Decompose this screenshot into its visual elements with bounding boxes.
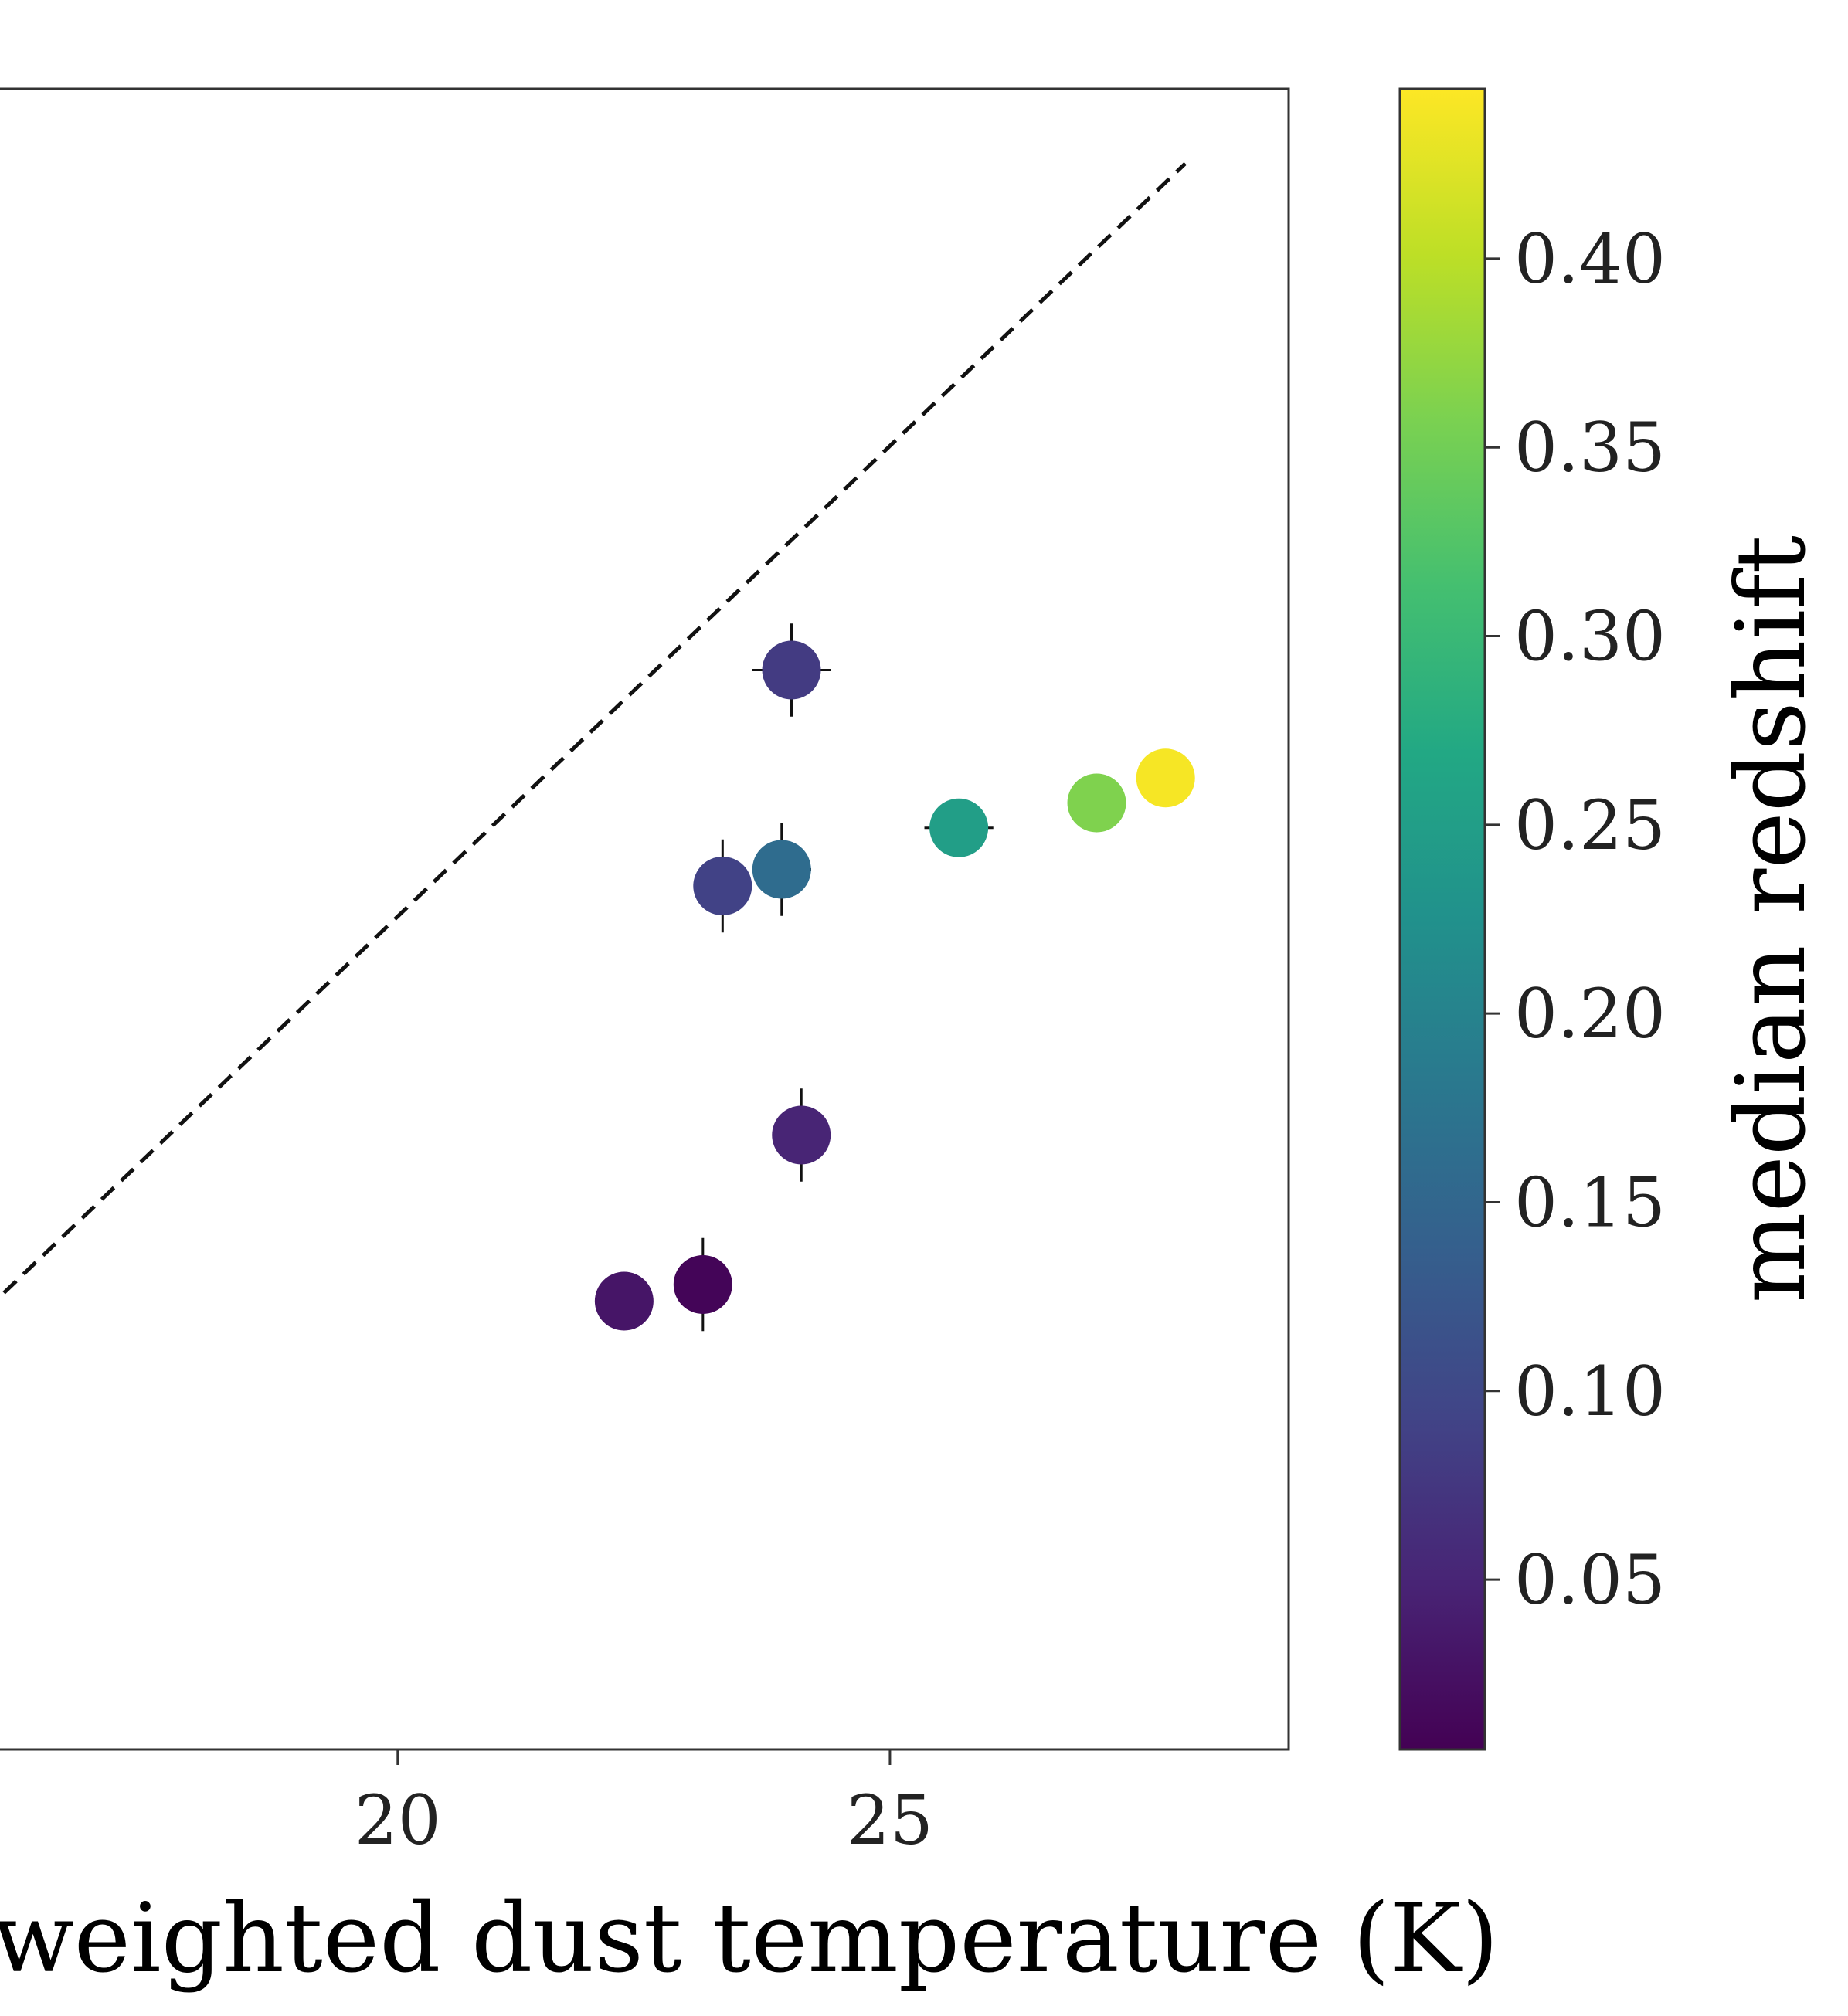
colorbar-tick-label: 0.05 (1514, 1540, 1666, 1620)
data-point (693, 857, 752, 915)
data-point (1067, 773, 1126, 833)
colorbar-tick-label: 0.40 (1514, 219, 1666, 299)
data-point-group (924, 798, 994, 857)
data-point-group (752, 623, 831, 717)
colorbar-tick-label: 0.20 (1514, 974, 1666, 1054)
data-point (772, 1105, 831, 1165)
plot-frame (0, 87, 1290, 1751)
data-point (762, 640, 821, 700)
data-point (1136, 748, 1195, 808)
colorbar-tick-label: 0.10 (1514, 1352, 1666, 1431)
data-point-group (673, 1237, 732, 1332)
data-point-group (1136, 748, 1195, 808)
data-point-group (752, 823, 811, 916)
reference-line (2, 161, 1187, 1295)
data-point-group (772, 1088, 831, 1182)
data-point (673, 1255, 732, 1314)
x-tick-label: 20 (355, 1780, 441, 1860)
colorbar-tick-label: 0.30 (1514, 597, 1666, 677)
data-point-group (594, 1271, 654, 1331)
colorbar-tick-label: 0.15 (1514, 1162, 1666, 1242)
data-point (752, 840, 811, 899)
data-point (594, 1271, 654, 1331)
data-point (929, 798, 989, 857)
x-tick-label: 25 (847, 1780, 933, 1860)
data-point-group (693, 839, 752, 933)
x-axis-title: y weighted dust temperature (K) (0, 1883, 1499, 1994)
colorbar (1398, 87, 1486, 1751)
colorbar-tick-label: 0.25 (1514, 786, 1666, 865)
colorbar-tick-label: 0.35 (1514, 408, 1666, 487)
colorbar-title: median redshift (1716, 535, 1827, 1303)
data-point-group (1067, 773, 1126, 833)
